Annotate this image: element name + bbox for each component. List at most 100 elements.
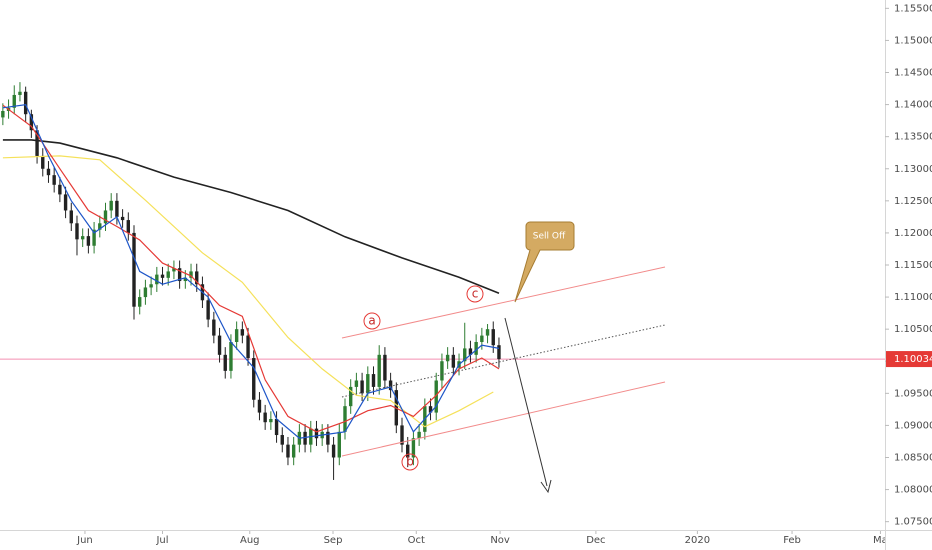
x-tick-label: Sep bbox=[324, 535, 343, 546]
candle-body bbox=[98, 223, 102, 230]
candle-body bbox=[252, 358, 256, 400]
candle-body bbox=[63, 194, 68, 211]
candle-body bbox=[337, 431, 341, 458]
candle-body bbox=[155, 274, 159, 285]
y-tick-label: 1.15000 bbox=[894, 35, 932, 46]
candle-body bbox=[406, 444, 410, 458]
candle-body bbox=[474, 341, 478, 355]
y-tick-label: 1.07500 bbox=[894, 517, 932, 528]
x-tick-label: Ma bbox=[873, 535, 888, 546]
candle-body bbox=[434, 380, 438, 413]
candle-body bbox=[428, 406, 433, 413]
candle-body bbox=[331, 444, 336, 458]
candle-body bbox=[497, 345, 501, 360]
wave-marker bbox=[466, 285, 484, 303]
candle-body bbox=[383, 354, 387, 381]
candle-body bbox=[463, 348, 467, 362]
candle-body bbox=[35, 130, 39, 156]
candle-body bbox=[440, 361, 444, 381]
y-tick-label: 1.14500 bbox=[894, 68, 932, 79]
candle-body bbox=[189, 271, 193, 278]
x-tick-label: Jun bbox=[76, 535, 93, 546]
y-tick-label: 1.08500 bbox=[894, 452, 932, 463]
candle-body bbox=[80, 236, 85, 240]
candle-body bbox=[132, 232, 136, 307]
candle-body bbox=[109, 200, 113, 211]
channel-lower bbox=[341, 381, 666, 457]
wave-label: a bbox=[368, 314, 375, 328]
candle-body bbox=[29, 114, 34, 131]
candle-body bbox=[411, 438, 416, 458]
candle-body bbox=[160, 274, 165, 278]
y-tick-label: 1.11000 bbox=[894, 292, 932, 303]
wave-label: b bbox=[406, 455, 414, 469]
y-tick-label: 1.09500 bbox=[894, 388, 932, 399]
moving-average bbox=[2, 155, 494, 428]
candle-body bbox=[206, 300, 210, 320]
candle-body bbox=[69, 210, 73, 224]
candle-body bbox=[115, 200, 119, 217]
candle-body bbox=[52, 175, 56, 185]
y-tick-label: 1.12000 bbox=[894, 228, 932, 239]
channel-upper bbox=[341, 266, 666, 339]
candle-body bbox=[138, 297, 142, 307]
candle-body bbox=[303, 431, 307, 445]
moving-average bbox=[2, 103, 500, 439]
candle-body bbox=[377, 354, 381, 387]
x-tick-label: Dec bbox=[586, 535, 605, 546]
candle-body bbox=[75, 223, 79, 240]
candle-body bbox=[240, 329, 245, 336]
candle-body bbox=[480, 335, 484, 342]
candle-body bbox=[246, 335, 250, 359]
x-tick-label: Feb bbox=[783, 535, 801, 546]
candle-body bbox=[195, 271, 199, 285]
candle-body bbox=[274, 418, 279, 436]
candle-body bbox=[400, 425, 404, 445]
channel-median bbox=[341, 324, 666, 398]
candle-body bbox=[166, 271, 170, 278]
candle-body bbox=[217, 335, 222, 355]
candle-body bbox=[12, 94, 16, 108]
candle-body bbox=[92, 229, 96, 246]
candle-body bbox=[103, 210, 108, 224]
y-tick-label: 1.12500 bbox=[894, 196, 932, 207]
candle-body bbox=[212, 319, 216, 336]
candle-body bbox=[291, 444, 296, 458]
callout-text: Sell Off bbox=[533, 232, 566, 242]
y-tick-label: 1.14000 bbox=[894, 100, 932, 111]
candle-body bbox=[172, 268, 176, 272]
candle-body bbox=[1, 111, 5, 118]
candle-body bbox=[468, 348, 473, 355]
candle-body bbox=[263, 412, 267, 423]
y-tick-label: 1.10500 bbox=[894, 324, 932, 335]
x-tick-label: Nov bbox=[490, 535, 510, 546]
y-tick-label: 1.08000 bbox=[894, 485, 932, 496]
price-label: 1.10034 bbox=[894, 354, 932, 365]
candle-body bbox=[354, 380, 359, 387]
candle-body bbox=[417, 431, 421, 439]
candle-body bbox=[41, 155, 45, 169]
candle-body bbox=[120, 216, 125, 221]
arrow bbox=[504, 317, 548, 487]
callout-box bbox=[514, 221, 575, 303]
candle-body bbox=[485, 329, 490, 336]
moving-average bbox=[2, 139, 500, 294]
wave-label: c bbox=[472, 287, 479, 301]
candle-body bbox=[445, 354, 450, 362]
price-label-box bbox=[886, 351, 932, 368]
wave-marker bbox=[401, 453, 419, 471]
candle-body bbox=[46, 168, 51, 176]
candle-body bbox=[86, 236, 91, 246]
candle-body bbox=[257, 399, 262, 413]
candle-body bbox=[126, 220, 131, 233]
candle-body bbox=[348, 386, 353, 407]
candle-body bbox=[23, 91, 28, 115]
candle-body bbox=[269, 418, 273, 423]
x-tick-label: 2020 bbox=[685, 535, 710, 546]
plot: Jun Jul Aug Sep Oct Nov Dec 2020 Feb Ma bbox=[0, 82, 888, 546]
y-tick-label: 1.13500 bbox=[894, 132, 932, 143]
candle-body bbox=[223, 354, 227, 371]
candle-body bbox=[343, 406, 347, 432]
candle-body bbox=[388, 380, 393, 391]
